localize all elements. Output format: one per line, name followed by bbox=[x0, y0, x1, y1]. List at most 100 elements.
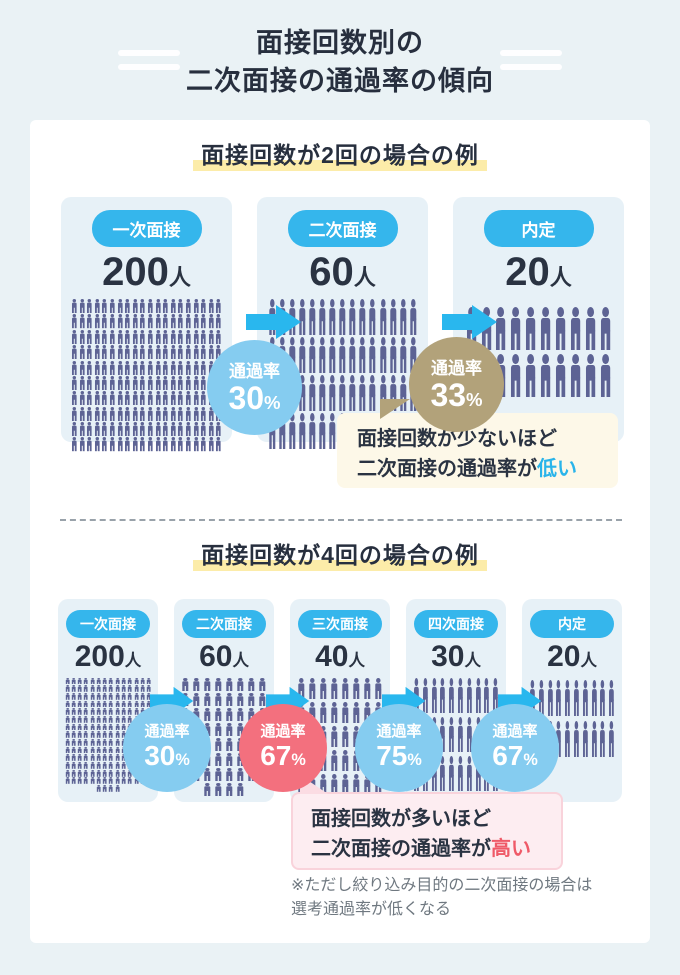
person-icon bbox=[147, 329, 153, 344]
person-icon bbox=[79, 299, 85, 314]
percent-sign: % bbox=[264, 392, 281, 413]
person-icon bbox=[147, 299, 153, 314]
person-icon bbox=[226, 767, 233, 781]
person-icon bbox=[342, 677, 349, 699]
person-icon bbox=[117, 360, 123, 375]
stage-label-pill: 三次面接 bbox=[298, 610, 382, 638]
person-icon bbox=[71, 769, 76, 777]
person-icon bbox=[117, 437, 123, 452]
person-icon bbox=[109, 700, 114, 708]
headcount-value: 200 bbox=[74, 640, 125, 673]
person-icon bbox=[309, 375, 316, 411]
person-icon bbox=[259, 692, 266, 706]
person-icon bbox=[65, 762, 70, 769]
person-icon bbox=[79, 437, 85, 452]
person-icon bbox=[96, 762, 101, 769]
person-icon bbox=[96, 685, 101, 692]
person-icon bbox=[125, 314, 130, 329]
person-icon bbox=[201, 345, 206, 360]
person-icon bbox=[71, 762, 76, 769]
person-icon bbox=[102, 677, 107, 685]
person-icon bbox=[147, 314, 153, 329]
person-icon bbox=[466, 677, 472, 713]
person-icon bbox=[96, 777, 101, 785]
person-icon bbox=[87, 299, 92, 314]
person-icon bbox=[458, 716, 463, 752]
person-icon bbox=[400, 337, 407, 373]
person-icon bbox=[178, 437, 183, 452]
person-icon bbox=[102, 422, 108, 437]
person-icon-grid bbox=[528, 679, 617, 762]
person-icon bbox=[102, 746, 107, 754]
person-icon bbox=[342, 701, 349, 723]
person-icon bbox=[90, 739, 95, 746]
person-icon bbox=[115, 685, 120, 692]
person-icon bbox=[90, 723, 95, 731]
headcount-unit: 人 bbox=[168, 265, 191, 290]
person-icon bbox=[353, 677, 360, 699]
person-icon bbox=[163, 360, 168, 375]
person-icon bbox=[185, 299, 191, 314]
stage-label-pill: 二次面接 bbox=[182, 610, 266, 638]
person-icon bbox=[72, 422, 77, 437]
person-icon bbox=[226, 692, 233, 706]
person-icon bbox=[109, 754, 114, 762]
headcount-value: 20 bbox=[505, 250, 550, 294]
person-icon bbox=[96, 708, 101, 716]
person-icon bbox=[96, 769, 101, 777]
person-icon bbox=[125, 360, 130, 375]
person-icon bbox=[389, 299, 396, 335]
person-icon bbox=[79, 314, 85, 329]
person-icon bbox=[90, 754, 95, 762]
person-icon bbox=[237, 692, 244, 706]
person-icon bbox=[571, 354, 581, 397]
person-icon bbox=[102, 739, 107, 746]
person-icon bbox=[163, 406, 168, 421]
person-icon bbox=[320, 677, 327, 699]
person-icon bbox=[65, 723, 70, 731]
person-icon bbox=[541, 354, 551, 397]
headcount-unit: 人 bbox=[464, 652, 481, 670]
person-icon bbox=[94, 391, 100, 406]
person-icon bbox=[140, 314, 146, 329]
person-icon bbox=[77, 777, 82, 785]
person-icon bbox=[609, 679, 614, 716]
person-icon bbox=[369, 337, 376, 373]
person-icon bbox=[140, 299, 146, 314]
person-icon bbox=[132, 422, 138, 437]
person-icon bbox=[466, 755, 472, 791]
person-icon bbox=[163, 329, 168, 344]
person-icon bbox=[65, 746, 70, 754]
person-icon bbox=[84, 723, 88, 731]
person-icon bbox=[84, 677, 88, 685]
person-icon bbox=[115, 692, 120, 700]
person-icon bbox=[109, 777, 114, 785]
person-icon bbox=[65, 685, 70, 692]
pass-rate-number: 33 bbox=[430, 377, 467, 413]
person-icon bbox=[77, 685, 82, 692]
person-icon bbox=[193, 360, 199, 375]
headcount-value: 60 bbox=[309, 250, 354, 294]
page-title: 面接回数別の 二次面接の通過率の傾向 bbox=[0, 0, 680, 101]
person-icon bbox=[84, 692, 88, 700]
arrow-right-icon bbox=[246, 305, 301, 339]
person-icon bbox=[96, 785, 101, 792]
person-icon bbox=[215, 722, 222, 736]
person-icon bbox=[79, 406, 85, 421]
person-icon bbox=[65, 677, 70, 685]
person-icon bbox=[90, 777, 95, 785]
person-icon bbox=[319, 375, 326, 411]
person-icon bbox=[170, 329, 176, 344]
person-icon bbox=[117, 314, 123, 329]
person-icon bbox=[125, 422, 130, 437]
pass-rate-number: 67 bbox=[492, 740, 524, 771]
pass-rate-value: 30% bbox=[228, 380, 280, 416]
percent-sign: % bbox=[291, 751, 306, 769]
person-icon bbox=[201, 329, 206, 344]
pass-rate-value: 30% bbox=[144, 740, 190, 771]
person-icon bbox=[72, 360, 77, 375]
person-icon bbox=[364, 677, 371, 699]
pass-rate-badge: 通過率 30% bbox=[207, 340, 302, 435]
person-icon bbox=[155, 345, 161, 360]
person-icon bbox=[121, 700, 126, 708]
